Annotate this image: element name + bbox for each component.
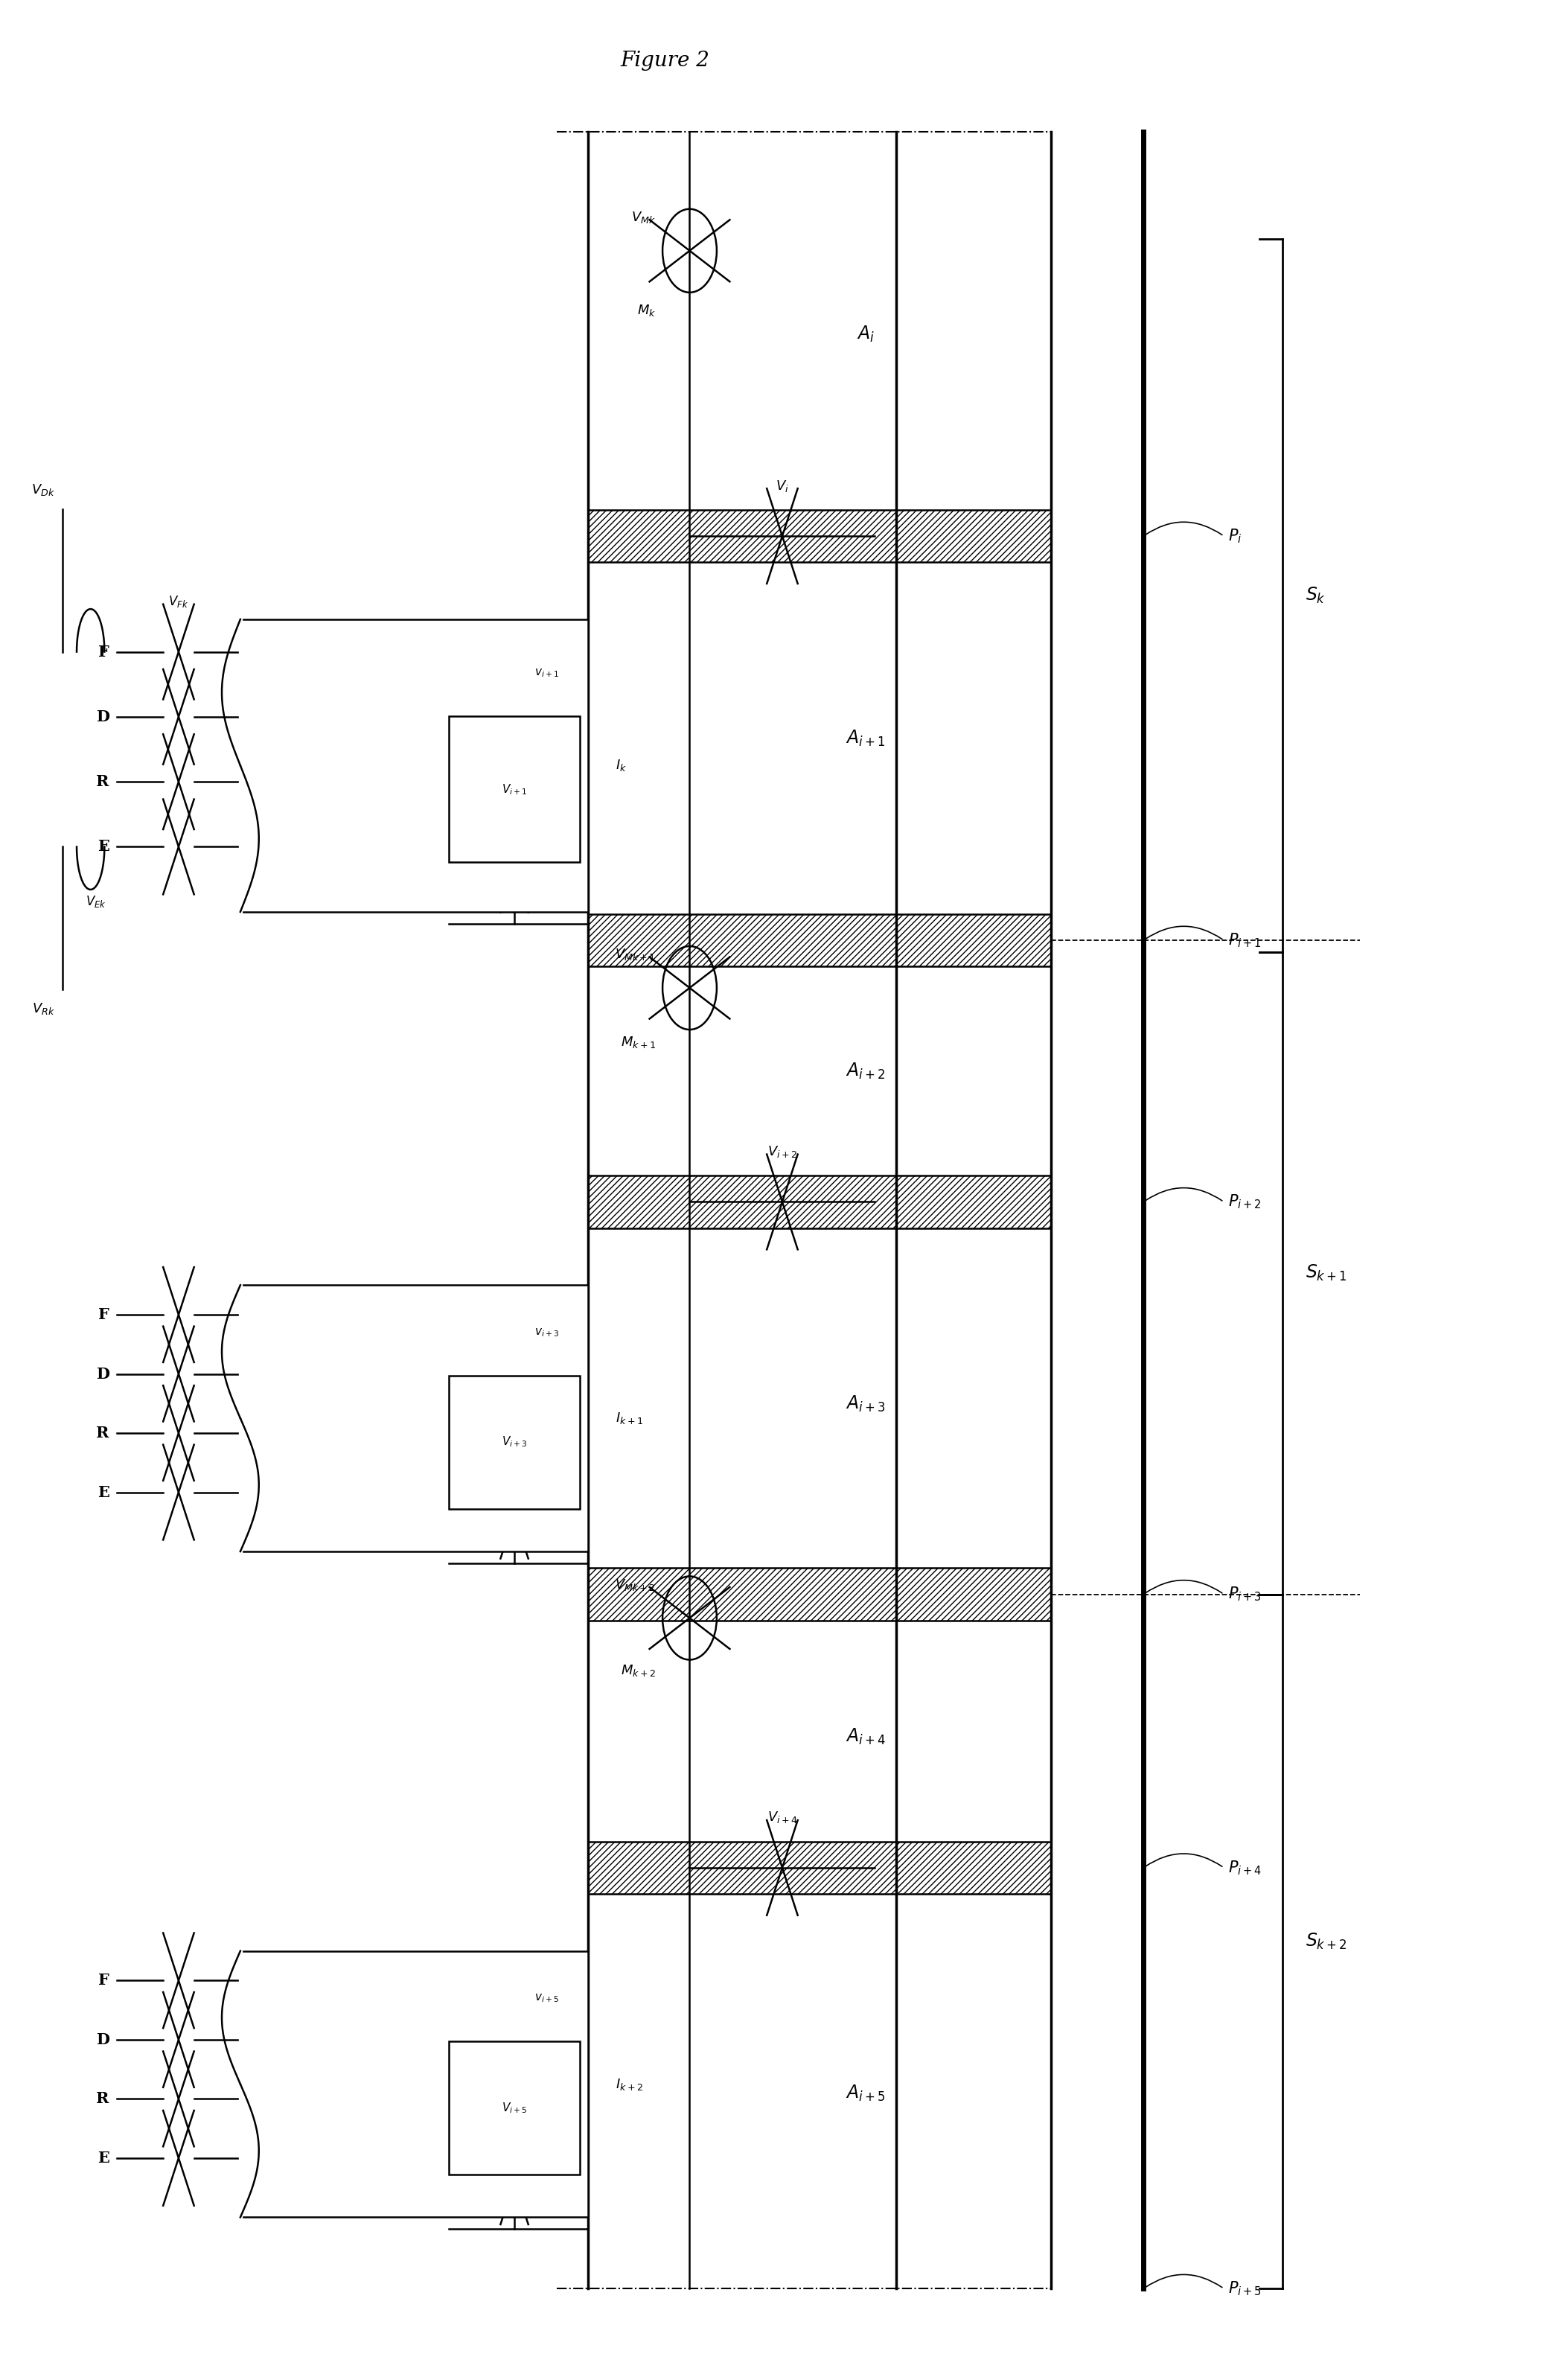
Text: $A_{i+2}$: $A_{i+2}$ xyxy=(846,1061,886,1081)
Text: $I_k$: $I_k$ xyxy=(615,759,626,774)
Text: $V_i$: $V_i$ xyxy=(776,478,788,493)
Bar xyxy=(587,914,1051,966)
Text: $V_{Rk}$: $V_{Rk}$ xyxy=(32,1002,56,1016)
Text: $V_{Dk}$: $V_{Dk}$ xyxy=(31,483,56,497)
Text: E: E xyxy=(97,2152,110,2166)
Text: Figure 2: Figure 2 xyxy=(620,50,710,71)
Text: $I_{k+2}$: $I_{k+2}$ xyxy=(615,2078,643,2092)
Text: $P_{i+1}$: $P_{i+1}$ xyxy=(1229,931,1262,950)
Text: $V_{i+2}$: $V_{i+2}$ xyxy=(767,1145,798,1159)
Text: F: F xyxy=(97,645,110,659)
Text: $M_{k+1}$: $M_{k+1}$ xyxy=(620,1035,656,1050)
Text: $A_{i+4}$: $A_{i+4}$ xyxy=(846,1728,886,1747)
Text: $V_{i+3}$: $V_{i+3}$ xyxy=(501,1435,527,1449)
Text: $V_{i+4}$: $V_{i+4}$ xyxy=(767,1811,798,1825)
Bar xyxy=(587,1568,1051,1621)
Text: E: E xyxy=(97,1485,110,1499)
Bar xyxy=(587,1842,1051,1894)
Text: D: D xyxy=(96,1366,110,1380)
Bar xyxy=(448,716,580,862)
Text: R: R xyxy=(96,774,110,790)
Text: $M_{k+2}$: $M_{k+2}$ xyxy=(620,1664,656,1678)
Text: $M_k$: $M_k$ xyxy=(637,302,656,317)
Text: E: E xyxy=(97,840,110,854)
Bar xyxy=(448,2042,580,2175)
Text: D: D xyxy=(96,2033,110,2047)
Text: $P_{i+3}$: $P_{i+3}$ xyxy=(1229,1585,1262,1604)
Text: $v_{i+1}$: $v_{i+1}$ xyxy=(535,666,560,678)
Text: $S_k$: $S_k$ xyxy=(1306,585,1326,605)
Bar xyxy=(448,1376,580,1509)
Text: $V_{Mk}$: $V_{Mk}$ xyxy=(631,209,656,224)
Text: $I_{k+1}$: $I_{k+1}$ xyxy=(615,1411,643,1426)
Text: R: R xyxy=(96,1426,110,1440)
Text: $V_{Mk+1}$: $V_{Mk+1}$ xyxy=(615,947,656,962)
Text: $L_{k+2}$: $L_{k+2}$ xyxy=(451,2078,482,2092)
Text: $v_{i+3}$: $v_{i+3}$ xyxy=(535,1326,560,1338)
Text: $V_{Mk+2}$: $V_{Mk+2}$ xyxy=(615,1578,656,1592)
Bar xyxy=(240,1952,587,2218)
Text: $V_{Fk}$: $V_{Fk}$ xyxy=(169,595,189,609)
Text: $P_{i+2}$: $P_{i+2}$ xyxy=(1229,1192,1262,1211)
Text: $A_{i+1}$: $A_{i+1}$ xyxy=(846,728,886,747)
Text: R: R xyxy=(96,2092,110,2106)
Text: $L_k$: $L_k$ xyxy=(459,759,473,774)
Bar xyxy=(240,619,587,912)
Text: $A_i$: $A_i$ xyxy=(856,324,875,343)
Bar xyxy=(240,1285,587,1552)
Bar xyxy=(587,509,1051,562)
Text: D: D xyxy=(96,709,110,724)
Text: $A_{i+3}$: $A_{i+3}$ xyxy=(846,1395,886,1414)
Text: $P_{i+5}$: $P_{i+5}$ xyxy=(1229,2280,1262,2297)
Text: $V_{Ek}$: $V_{Ek}$ xyxy=(87,895,107,909)
Text: $A_{i+5}$: $A_{i+5}$ xyxy=(846,2085,886,2104)
Text: $S_{k+1}$: $S_{k+1}$ xyxy=(1306,1264,1347,1283)
Text: $P_i$: $P_i$ xyxy=(1229,528,1243,545)
Bar xyxy=(587,1176,1051,1228)
Text: F: F xyxy=(97,1973,110,1987)
Text: $S_{k+2}$: $S_{k+2}$ xyxy=(1306,1933,1347,1952)
Text: $L_{k+1}$: $L_{k+1}$ xyxy=(450,1411,482,1426)
Text: $V_{i+1}$: $V_{i+1}$ xyxy=(501,783,527,797)
Text: F: F xyxy=(97,1307,110,1323)
Text: $P_{i+4}$: $P_{i+4}$ xyxy=(1229,1859,1262,1875)
Text: $v_{i+5}$: $v_{i+5}$ xyxy=(535,1992,560,2004)
Text: $V_{i+5}$: $V_{i+5}$ xyxy=(501,2102,527,2116)
